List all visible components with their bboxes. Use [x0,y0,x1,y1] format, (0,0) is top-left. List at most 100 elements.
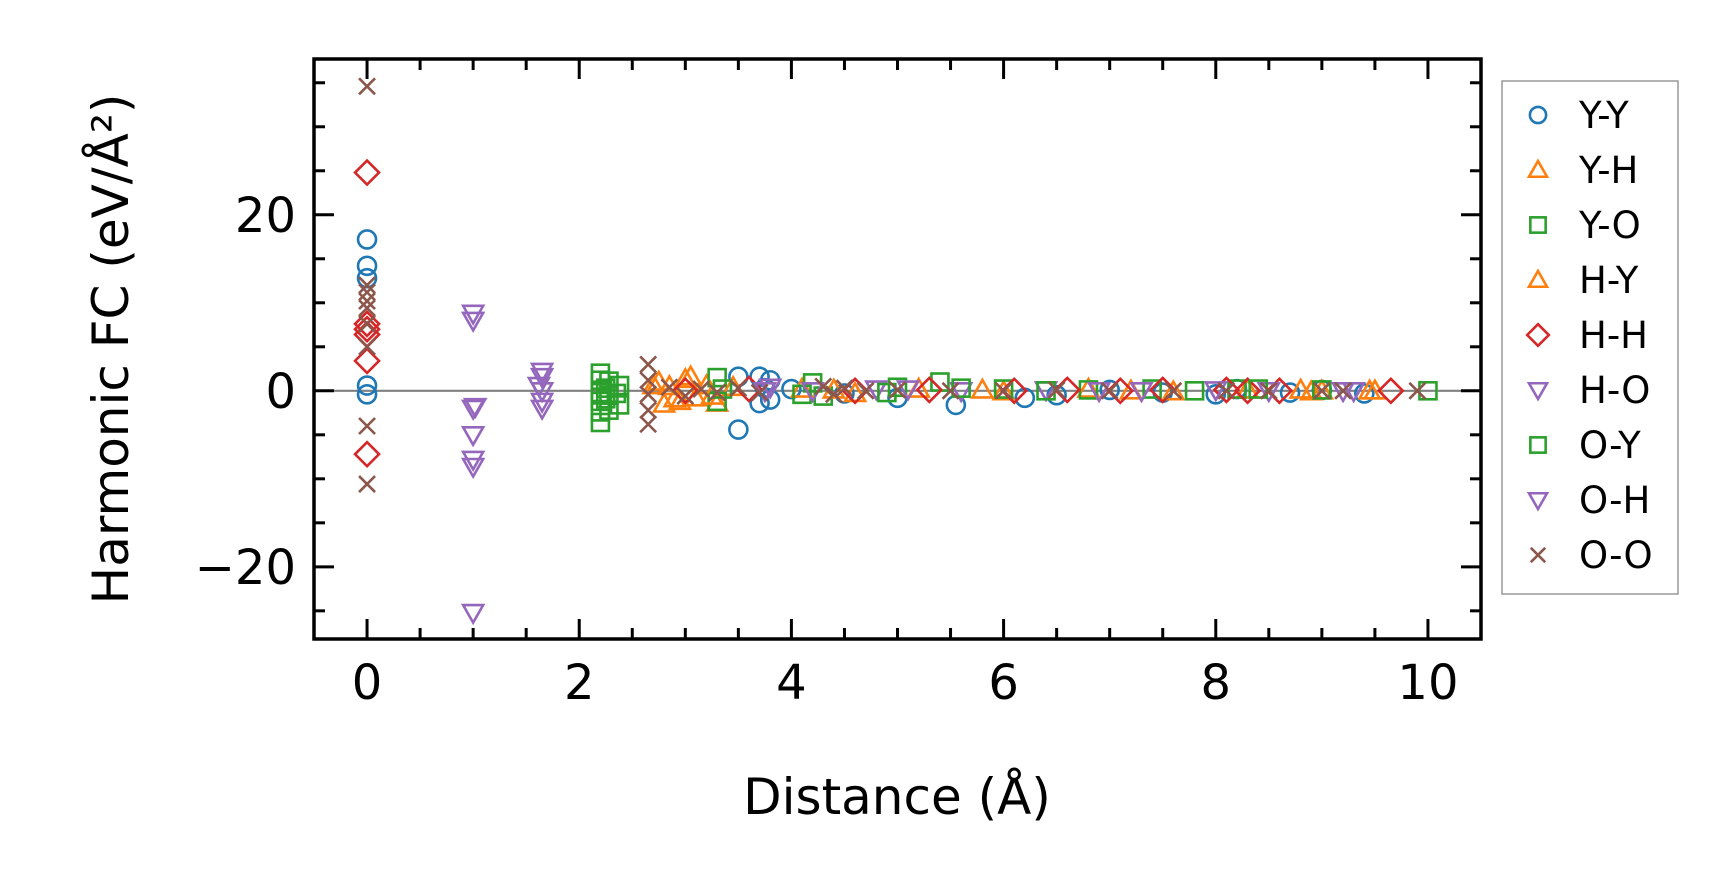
data-point [1203,381,1229,403]
data-point [1100,381,1119,400]
data-point [358,283,376,302]
legend-label: Y-H [1578,149,1638,192]
x-tick-label: 8 [1200,655,1231,711]
legend-marker-triangle-up-icon [1526,158,1550,179]
data-point [1418,381,1438,401]
data-point [1164,381,1183,400]
data-point [1334,381,1352,400]
data-point [356,267,378,289]
data-point [729,379,748,398]
data-point [1217,381,1236,400]
data-point [358,299,376,317]
data-point [353,310,381,338]
legend-marker-square-icon [1529,216,1547,234]
data-point [781,378,802,400]
legend-label: O-H [1579,479,1650,522]
data-point [356,375,378,396]
data-point [639,385,658,404]
data-point [356,384,378,405]
data-point [1312,380,1332,400]
data-marks [314,77,1481,626]
data-point [888,381,907,399]
data-point [941,381,960,400]
y-tick-label: 0 [265,364,296,420]
data-point [1233,376,1262,405]
series-h-h [353,158,1405,469]
data-point [993,379,1014,399]
data-point [1408,381,1427,400]
data-point [792,384,812,405]
legend-marker-diamond-icon [1525,322,1551,348]
data-point [1148,376,1177,404]
data-point [651,391,677,413]
legend-item-o-y: O-Y [1529,424,1641,467]
data-point [353,315,381,344]
series-o-o [358,77,1427,494]
data-point [814,377,833,396]
data-point [789,376,815,398]
legend-label: H-Y [1579,259,1639,302]
data-point [358,314,376,333]
data-point [1129,382,1154,404]
data-point [463,397,488,420]
data-point [529,362,555,385]
axis-ticks: 0 2 4 6 8 10 −20 0 20 [195,59,1483,711]
legend-item-y-o: Y-O [1529,204,1641,247]
data-point [460,457,486,480]
data-point [887,377,908,398]
data-point [1142,379,1162,399]
data-point [1279,382,1301,403]
legend-marker-triangle-up-icon [1526,268,1550,289]
data-point [1312,381,1331,400]
data-point [970,377,995,399]
data-point [948,382,974,404]
y-axis-label: Harmonic FC (eV/Å²) [82,94,140,605]
data-point [1235,377,1260,399]
x-tick-label: 6 [988,655,1019,711]
legend-label: Y-O [1578,204,1641,247]
data-point [1376,376,1405,405]
data-point [460,450,486,473]
data-point [749,366,770,388]
data-point [460,426,486,448]
legend-label: H-H [1579,314,1648,357]
x-tick-label: 2 [564,655,595,711]
data-point [606,383,627,404]
data-point [994,381,1013,400]
legend-label: O-Y [1579,424,1641,467]
legend-item-h-h: H-H [1525,314,1648,357]
legend-marker-square-icon [1529,436,1547,454]
data-point [358,475,376,494]
data-point [824,385,843,404]
legend-item-h-y: H-Y [1526,259,1639,302]
data-point [529,392,555,414]
data-point [1212,376,1241,404]
legend-marker-circle-icon [1528,105,1548,125]
data-point [358,77,376,96]
x-axis-label: Distance (Å) [743,768,1051,826]
data-point [1184,381,1205,401]
y-tick-label: 20 [235,188,296,244]
data-point [1076,376,1101,398]
data-point [526,376,552,399]
data-point [1341,382,1366,404]
data-point [728,419,749,440]
x-tick-label: 4 [776,655,807,711]
data-point [356,255,378,277]
data-point [353,158,381,187]
legend-item-y-h: Y-H [1526,149,1638,192]
data-point [1099,379,1120,401]
plot-frame [312,57,1483,641]
data-point [639,371,658,390]
data-point [356,229,378,250]
data-point [1047,381,1066,399]
legend-item-h-o: H-O [1526,369,1650,412]
data-point [692,380,711,398]
data-point [707,367,727,388]
data-point [639,415,658,434]
data-point [1161,379,1186,401]
data-point [460,603,486,626]
data-point [657,373,682,396]
legend-marker-x-icon [1529,546,1547,564]
